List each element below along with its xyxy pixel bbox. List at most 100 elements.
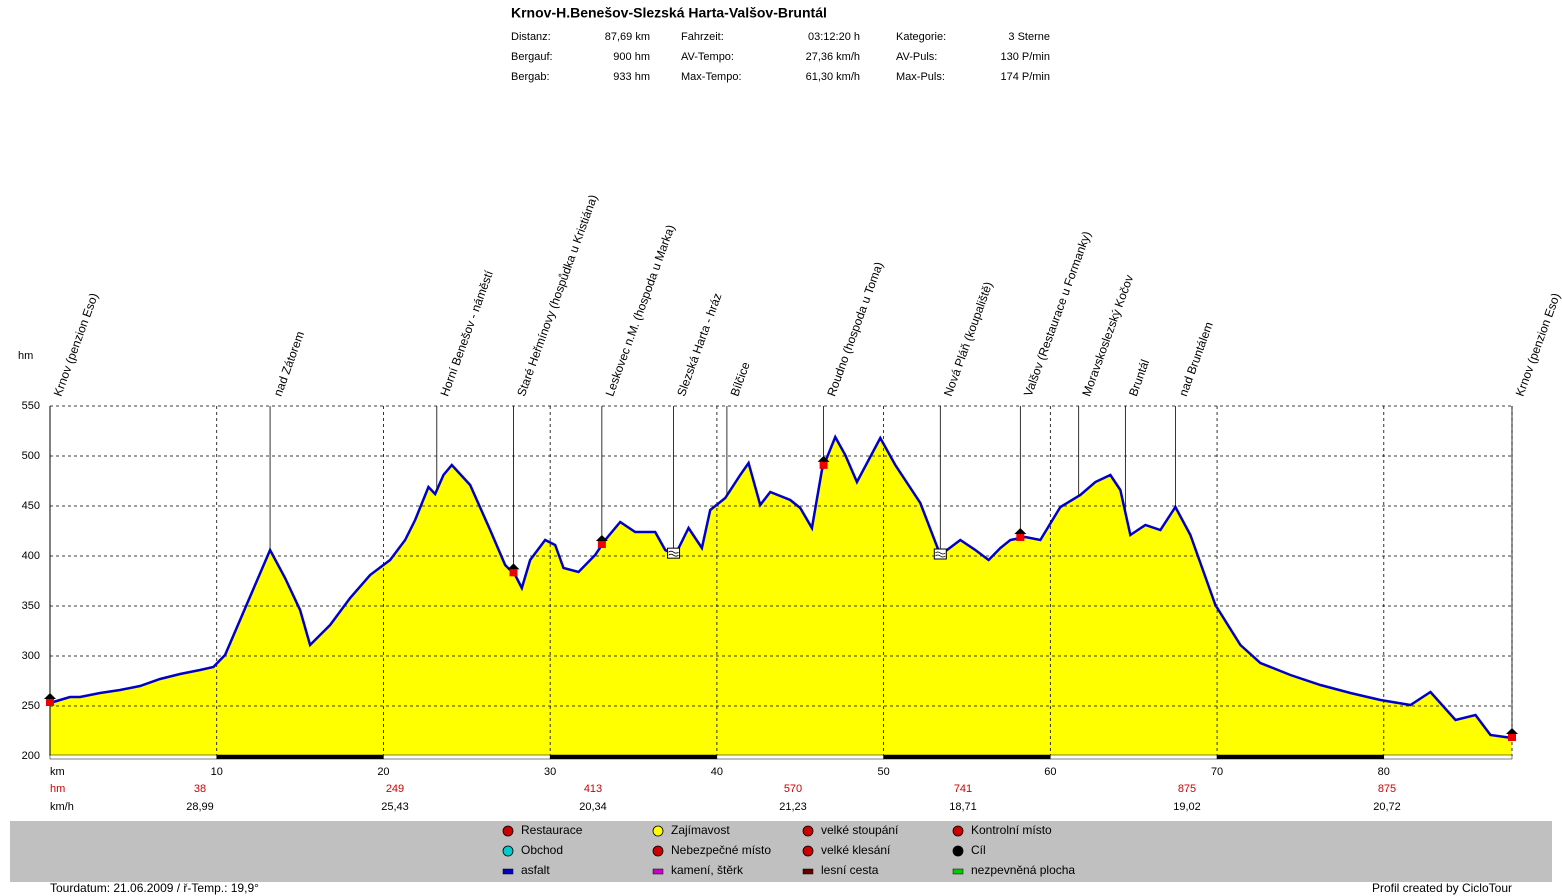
waypoint-label: Valšov (Restaurace u Formanky) — [1021, 229, 1094, 398]
legend-label: Zajímavost — [671, 823, 730, 837]
legend-icon — [652, 825, 664, 837]
stat-label: Max-Puls: — [896, 71, 945, 83]
legend-label: nezpevněná plocha — [971, 863, 1075, 877]
surface-bar — [1050, 754, 1218, 760]
stat-value: 27,36 km/h — [806, 51, 860, 63]
water-icon — [935, 551, 946, 558]
stat-label: Kategorie: — [896, 31, 946, 43]
y-tick-label: 500 — [22, 450, 40, 462]
segment-climb: 875 — [1378, 783, 1396, 795]
legend-swatch — [652, 868, 664, 875]
y-tick-label: 300 — [22, 650, 40, 662]
waypoint-label: nad Bruntálem — [1176, 320, 1216, 398]
y-tick-label: 250 — [22, 700, 40, 712]
waypoint-label: Bruntál — [1126, 358, 1152, 399]
segment-climb: 38 — [194, 783, 206, 795]
legend-label: Cíl — [971, 843, 986, 857]
x-tick-label: 10 — [211, 766, 223, 778]
waypoint-label: Bílčice — [728, 360, 753, 398]
segment-speed: 28,99 — [186, 801, 214, 813]
stat-label: Bergauf: — [511, 51, 553, 63]
segment-speed: 20,34 — [579, 801, 607, 813]
restaurant-icon — [1506, 728, 1518, 734]
legend-swatch — [802, 868, 814, 875]
waypoint-label: Krnov (penzion Eso) — [51, 291, 101, 398]
waypoint-label: nad Zátorem — [271, 329, 307, 398]
stat-label: Max-Tempo: — [681, 71, 742, 83]
restaurant-icon — [44, 693, 56, 699]
surface-bar — [216, 754, 384, 760]
legend-icon — [802, 825, 814, 837]
legend-icon — [952, 845, 964, 857]
y-tick-label: 400 — [22, 550, 40, 562]
surface-bar — [1383, 754, 1513, 760]
legend-label: velké klesání — [821, 843, 891, 857]
x-tick-label: 50 — [877, 766, 889, 778]
legend-label: Obchod — [521, 843, 563, 857]
stat-label: AV-Tempo: — [681, 51, 734, 63]
x-tick-label: 80 — [1378, 766, 1390, 778]
footer-left: Tourdatum: 21.06.2009 / ř-Temp.: 19,9° — [50, 881, 259, 895]
x-tick-label: 30 — [544, 766, 556, 778]
y-tick-label: 200 — [22, 750, 40, 762]
segment-speed: 18,71 — [949, 801, 977, 813]
title: Krnov-H.Benešov-Slezská Harta-Valšov-Bru… — [511, 5, 827, 21]
legend-box — [10, 821, 1552, 882]
legend-label: kamení, štěrk — [671, 863, 744, 877]
segment-row-label: km/h — [50, 801, 74, 813]
stat-value: 03:12:20 h — [808, 31, 860, 43]
stat-value: 3 Sterne — [1008, 31, 1050, 43]
surface-bar — [1216, 754, 1385, 760]
stat-value: 174 P/min — [1000, 71, 1050, 83]
segment-climb: 249 — [386, 783, 404, 795]
stat-value: 87,69 km — [605, 31, 650, 43]
x-tick-label: 70 — [1211, 766, 1223, 778]
segment-climb: 413 — [584, 783, 602, 795]
waypoint-label: Leskovec n.M. (hospoda u Marka) — [602, 223, 677, 398]
legend-icon — [502, 845, 514, 857]
legend-swatch — [952, 868, 964, 875]
segment-speed: 21,23 — [779, 801, 807, 813]
waypoint-label: Krnov (penzion Eso) — [1513, 291, 1562, 398]
legend-label: velké stoupání — [821, 823, 899, 837]
restaurant-icon — [817, 455, 830, 462]
waypoint-label: Nová Pláň (koupaliště) — [941, 280, 995, 398]
restaurant-icon — [1508, 734, 1516, 741]
waypoint-label: Horní Benešov - náměstí — [437, 268, 496, 398]
surface-bar — [716, 754, 884, 760]
legend-icon — [952, 825, 964, 837]
stat-value: 61,30 km/h — [806, 71, 860, 83]
y-tick-label: 350 — [22, 600, 40, 612]
segment-climb: 741 — [954, 783, 972, 795]
restaurant-icon — [595, 535, 608, 541]
restaurant-icon — [597, 541, 606, 548]
stat-value: 900 hm — [613, 51, 650, 63]
restaurant-icon — [1016, 534, 1025, 541]
restaurant-icon — [46, 699, 54, 706]
water-icon — [668, 550, 679, 557]
segment-climb: 570 — [784, 783, 802, 795]
segment-climb: 875 — [1178, 783, 1196, 795]
restaurant-icon — [509, 569, 518, 577]
surface-bar — [49, 754, 217, 760]
segment-speed: 20,72 — [1373, 801, 1401, 813]
y-axis-label: hm — [18, 350, 33, 362]
waypoint-label: Roudno (hospoda u Toma) — [824, 260, 886, 398]
restaurant-icon — [819, 461, 828, 469]
x-tick-label: 60 — [1044, 766, 1056, 778]
legend-label: Restaurace — [521, 823, 583, 837]
stat-label: AV-Puls: — [896, 51, 937, 63]
profile-area — [50, 437, 1512, 756]
waypoint-label: Moravskoslezský Kočov — [1079, 273, 1136, 398]
restaurant-icon — [507, 563, 520, 570]
legend-swatch — [502, 868, 514, 875]
x-tick-label: 20 — [377, 766, 389, 778]
footer-right: Profil created by CicloTour — [1372, 881, 1512, 895]
legend-label: asfalt — [521, 863, 550, 877]
x-tick-label: 40 — [711, 766, 723, 778]
stat-label: Distanz: — [511, 31, 551, 43]
surface-bar — [883, 754, 1051, 760]
segment-row-label: hm — [50, 783, 65, 795]
y-tick-label: 450 — [22, 500, 40, 512]
segment-speed: 25,43 — [381, 801, 409, 813]
